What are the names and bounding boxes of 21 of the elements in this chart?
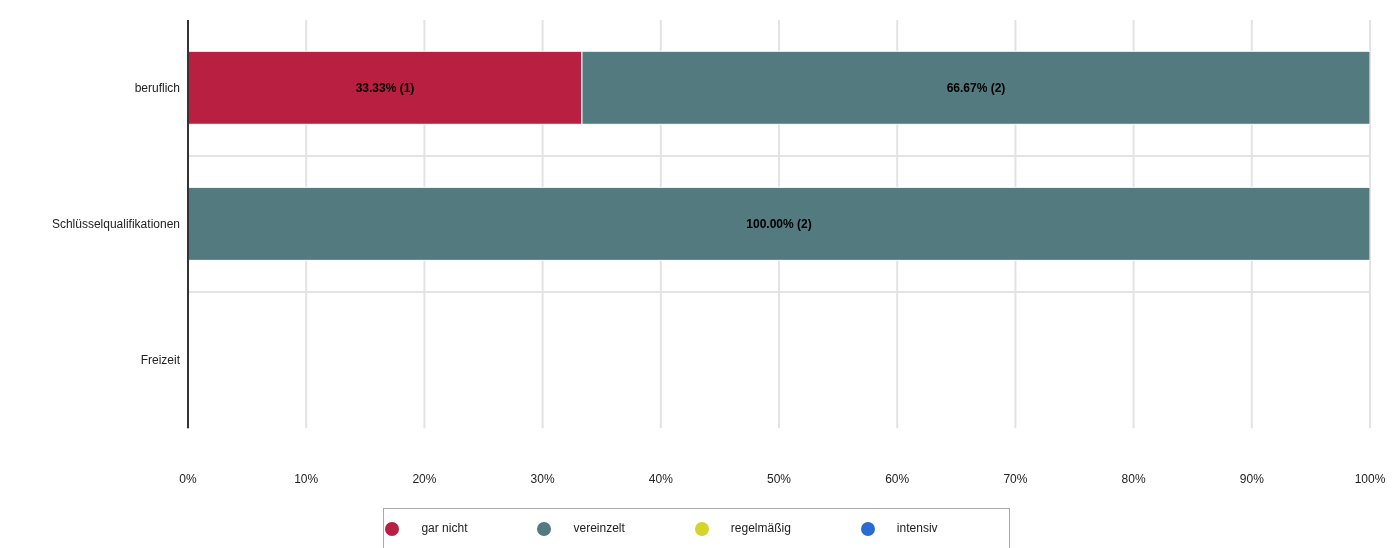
y-tick-label: beruflich: [134, 81, 180, 96]
legend-label: gar nicht: [421, 521, 468, 536]
x-tick-label: 40%: [648, 471, 674, 486]
y-tick-label: Schlüsselqualifikationen: [51, 217, 180, 232]
data-label: 100.00% (2): [746, 217, 812, 232]
x-tick-label: 90%: [1239, 471, 1265, 486]
x-tick-label: 70%: [1003, 471, 1028, 486]
legend-label: intensiv: [896, 521, 938, 536]
x-tick-label: 100%: [1354, 471, 1386, 486]
x-tick-label: 10%: [294, 471, 319, 486]
x-tick-label: 80%: [1121, 471, 1146, 486]
x-tick-label: 50%: [766, 471, 792, 486]
x-tick-label: 30%: [530, 471, 555, 486]
data-label: 66.67% (2): [946, 81, 1006, 96]
x-tick-label: 60%: [885, 471, 910, 486]
y-tick-label: Freizeit: [140, 353, 181, 368]
data-label: 33.33% (1): [355, 81, 415, 96]
x-tick-label: 0%: [179, 471, 197, 486]
legend-label: vereinzelt: [573, 521, 625, 536]
x-tick-label: 20%: [412, 471, 437, 486]
legend-label: regelmäßig: [730, 521, 791, 536]
